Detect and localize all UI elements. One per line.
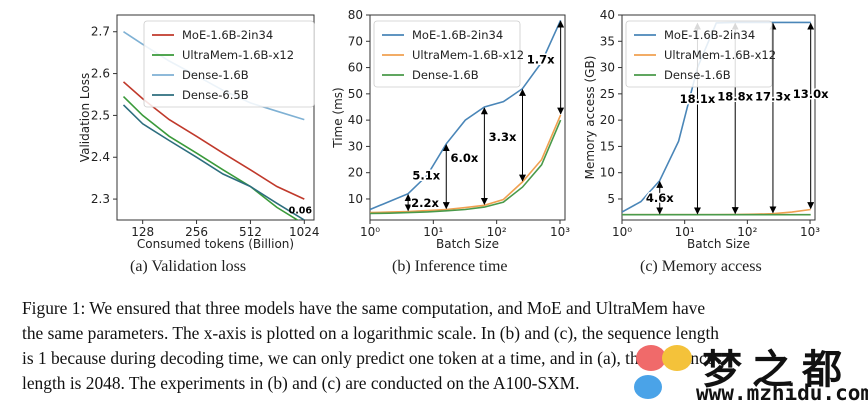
watermark-logo-dot [636, 345, 666, 371]
y-tick-label: 10 [348, 192, 363, 206]
watermark: 梦之都 www.mzhidu.com [628, 335, 868, 409]
legend-label: Dense-1.6B [664, 68, 731, 82]
x-tick-label: 10⁰ [360, 225, 380, 239]
ratio-label: 5.1x [412, 168, 440, 182]
ratio-label: 6.0x [450, 151, 478, 165]
caption-line-2: the same parameters. The x-axis is plott… [22, 323, 719, 343]
legend-label: UltraMem-1.6B-x12 [412, 48, 524, 62]
x-tick-label: 10¹ [423, 225, 443, 239]
watermark-url: www.mzhidu.com [696, 381, 868, 405]
y-tick-label: 2.6 [91, 67, 110, 81]
caption-line-3: is 1 because during decoding time, we ca… [22, 348, 715, 368]
chart-panel-time: 10 20 30 40 50 60 70 80 10⁰ 10¹ 10² 10³ Batch Size Ti… [331, 8, 570, 251]
series-line [122, 104, 305, 220]
ratio-label: 13.0x [793, 87, 829, 101]
y-tick-label: 25 [600, 87, 615, 101]
x-tick-label: 10¹ [675, 225, 695, 239]
y-tick-label: 50 [348, 87, 363, 101]
caption-line-4: length is 2048. The experiments in (b) a… [22, 373, 580, 393]
y-tick-label: 60 [348, 61, 363, 75]
series-line [370, 114, 562, 214]
y-tick-label: 2.4 [91, 150, 110, 164]
subcaption-b: (b) Inference time [392, 258, 508, 275]
y-tick-label: 20 [348, 166, 363, 180]
legend-box [143, 20, 315, 108]
subcaption-a: (a) Validation loss [130, 258, 247, 275]
ratio-label: 18.1x [680, 92, 716, 106]
caption-line-1: Figure 1: We ensured that three models h… [22, 298, 706, 318]
gap-label: 0.06 [289, 206, 313, 217]
ratio-label: 2.2x [411, 196, 439, 210]
legend-label: MoE-1.6B-2in34 [182, 28, 273, 42]
y-axis-label: Validation Loss [78, 73, 92, 162]
legend: MoE-1.6B-2in34 UltraMem-1.6B-x12 Dense-1.6… [143, 20, 315, 108]
legend: MoE-1.6B-2in34 UltraMem-1.6B-x12 Dense-1.6… [373, 20, 524, 88]
y-tick-label: 35 [600, 34, 615, 48]
ratio-label: 17.3x [755, 89, 791, 103]
y-tick-label: 2.5 [91, 108, 110, 122]
legend-label: UltraMem-1.6B-x12 [664, 48, 776, 62]
ratio-label: 3.3x [489, 130, 517, 144]
chart-panel-memory: 5 10 15 20 25 30 35 40 10⁰ 10¹ 10² 10³ Batch Size Mem… [583, 8, 831, 251]
y-tick-label: 10 [600, 166, 615, 180]
x-tick-label: 10⁰ [612, 225, 632, 239]
x-tick-label: 10² [737, 225, 757, 239]
ratio-label: 18.8x [717, 89, 753, 103]
watermark-logo-dot [662, 345, 692, 371]
y-tick-label: 40 [600, 8, 615, 22]
series-line [370, 19, 562, 211]
y-tick-label: 15 [600, 139, 615, 153]
x-axis-label: Batch Size [687, 237, 750, 251]
y-tick-label: 2.7 [91, 25, 110, 39]
watermark-logo-dot [634, 375, 662, 399]
legend-label: Dense-1.6B [182, 68, 249, 82]
x-tick-label: 1024 [289, 225, 320, 239]
y-tick-label: 2.3 [91, 192, 110, 206]
ratio-label: 1.7x [527, 53, 555, 67]
x-tick-label: 10³ [550, 225, 570, 239]
legend: MoE-1.6B-2in34 UltraMem-1.6B-x12 Dense-1.6… [625, 20, 776, 88]
y-tick-label: 40 [348, 113, 363, 127]
legend-box [373, 20, 521, 88]
legend-label: UltraMem-1.6B-x12 [182, 48, 294, 62]
y-tick-label: 20 [600, 113, 615, 127]
legend-label: MoE-1.6B-2in34 [664, 28, 755, 42]
y-axis-label: Memory access (GB) [583, 56, 597, 180]
x-tick-label: 10³ [800, 225, 820, 239]
x-tick-label: 256 [185, 225, 208, 239]
series-group [370, 19, 562, 215]
y-tick-label: 70 [348, 34, 363, 48]
x-tick-label: 128 [131, 225, 154, 239]
y-axis-label: Time (ms) [331, 87, 345, 149]
legend-label: MoE-1.6B-2in34 [412, 28, 503, 42]
y-tick-label: 5 [607, 192, 615, 206]
y-tick-label: 30 [348, 139, 363, 153]
legend-label: Dense-1.6B [412, 68, 479, 82]
x-tick-label: 512 [239, 225, 262, 239]
subcaption-c: (c) Memory access [640, 258, 762, 275]
y-tick-label: 80 [348, 8, 363, 22]
series-line [122, 96, 299, 220]
legend-box [625, 20, 773, 88]
legend-label: Dense-6.5B [182, 88, 249, 102]
watermark-brand: 梦之都 [702, 347, 852, 393]
x-tick-label: 10² [487, 225, 507, 239]
x-axis-label: Consumed tokens (Billion) [137, 237, 294, 251]
series-line [370, 119, 562, 215]
x-axis-label: Batch Size [436, 237, 499, 251]
y-tick-label: 30 [600, 61, 615, 75]
ratio-label: 4.6x [646, 191, 674, 205]
